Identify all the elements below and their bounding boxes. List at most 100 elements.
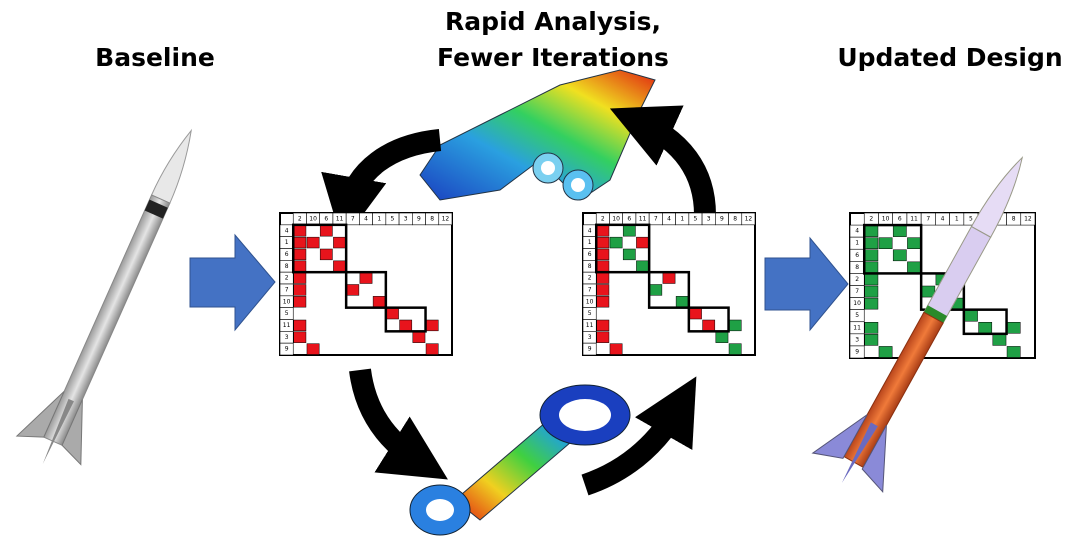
dependency-cell [597,249,609,260]
row-label: 2 [588,275,592,282]
row-label: 8 [285,263,289,270]
column-label: 7 [654,215,658,222]
dependency-cell [893,226,906,237]
dependency-cell [294,261,306,272]
column-label: 10 [309,215,317,222]
row-label: 6 [588,251,592,258]
row-label: 2 [855,276,859,283]
row-label: 6 [285,251,289,258]
row-label: 10 [586,298,594,305]
row-label: 7 [855,288,859,295]
baseline-title: Baseline [95,43,215,72]
dependency-cell [597,225,609,236]
row-label: 5 [855,312,859,319]
row-label: 7 [285,286,289,293]
column-label: 8 [733,215,737,222]
column-label: 6 [627,215,631,222]
dependency-cell [426,344,438,355]
dependency-cell [676,296,688,307]
column-label: 5 [969,216,973,223]
dependency-cell [597,285,609,296]
row-label: 9 [588,346,592,353]
dependency-cell [716,332,728,343]
row-label: 8 [855,264,859,271]
row-label: 2 [285,275,289,282]
dependency-cell [294,332,306,343]
dependency-cell [307,344,319,355]
dependency-cell [865,298,878,309]
dependency-cell [333,237,345,248]
column-label: 4 [667,215,671,222]
row-label: 6 [855,252,859,259]
row-label: 11 [283,322,291,329]
column-label: 9 [417,215,421,222]
dependency-cell [865,250,878,261]
column-label: 5 [694,215,698,222]
column-label: 12 [442,215,450,222]
dependency-cell [1007,346,1020,357]
column-label: 5 [391,215,395,222]
column-label: 10 [612,215,620,222]
dependency-cell [964,310,977,321]
column-label: 2 [298,215,302,222]
dependency-cell [294,285,306,296]
dependency-cell [597,261,609,272]
dependency-cell [650,285,662,296]
dependency-cell [865,226,878,237]
column-label: 6 [324,215,328,222]
rapid-title: Fewer Iterations [437,43,669,72]
column-label: 12 [745,215,753,222]
dependency-cell [320,225,332,236]
row-label: 10 [853,300,861,307]
dependency-cell [386,308,398,319]
dependency-cell [347,285,359,296]
dependency-cell [294,249,306,260]
row-label: 1 [588,239,592,246]
dependency-cell [879,238,892,249]
dependency-cell [623,249,635,260]
column-label: 7 [351,215,355,222]
dependency-cell [333,261,345,272]
dependency-cell [729,344,741,355]
dependency-cell [689,308,701,319]
dependency-cell [1007,322,1020,333]
row-label: 9 [855,348,859,355]
dependency-cell [907,238,920,249]
dependency-cell [865,262,878,273]
flow-arrow [190,235,275,330]
diagram: Baseline Rapid Analysis, Fewer Iteration… [0,0,1071,542]
column-label: 3 [404,215,408,222]
row-label: 4 [855,228,859,235]
dependency-cell [729,320,741,331]
dependency-cell [865,286,878,297]
dependency-cell [979,322,992,333]
dependency-cell [993,334,1006,345]
dependency-cell [294,225,306,236]
dependency-cell [426,320,438,331]
dependency-cell [360,273,372,284]
row-label: 3 [285,334,289,341]
row-label: 10 [283,298,291,305]
column-label: 4 [364,215,368,222]
dependency-cell [893,250,906,261]
column-label: 7 [926,216,930,223]
row-label: 5 [285,310,289,317]
column-label: 2 [601,215,605,222]
dependency-cell [307,237,319,248]
dependency-cell [597,237,609,248]
dependency-cell [663,273,675,284]
flow-arrow [765,238,848,330]
dependency-cell [294,320,306,331]
dependency-cell [865,238,878,249]
dependency-cell [373,296,385,307]
column-label: 12 [1024,216,1032,223]
row-label: 11 [853,324,861,331]
row-label: 3 [588,334,592,341]
dependency-cell [597,320,609,331]
dependency-cell [879,346,892,357]
rapid-title: Rapid Analysis, [445,7,661,36]
column-label: 4 [941,216,945,223]
row-label: 1 [285,239,289,246]
